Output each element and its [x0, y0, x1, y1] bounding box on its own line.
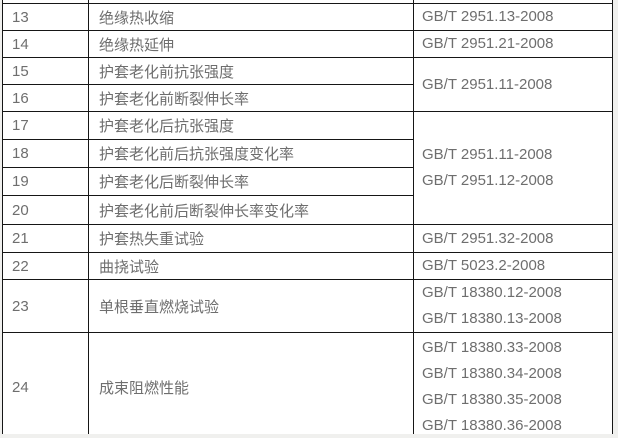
test-item: 护套老化后抗张强度	[88, 111, 414, 140]
standard-ref-merged-17-20: GB/T 2951.11-2008 GB/T 2951.12-2008	[413, 111, 613, 225]
row-number: 20	[2, 195, 89, 225]
standard-ref: GB/T 18380.33-2008 GB/T 18380.34-2008 GB…	[413, 332, 613, 434]
test-item: 护套热失重试验	[88, 224, 414, 253]
standard-line: GB/T 2951.21-2008	[422, 35, 554, 52]
standard-line: GB/T 18380.34-2008	[422, 365, 562, 383]
standard-ref: GB/T 2951.32-2008	[413, 224, 613, 253]
test-item: 曲挠试验	[88, 252, 414, 280]
standard-line: GB/T 18380.36-2008	[422, 417, 562, 434]
row-number: 16	[2, 84, 89, 112]
test-item: 绝缘热收缩	[88, 3, 414, 31]
test-item: 单根垂直燃烧试验	[88, 279, 414, 333]
table-row-13: 13 绝缘热收缩 GB/T 2951.13-2008	[2, 3, 613, 31]
table-row-17: 17 护套老化后抗张强度 GB/T 2951.11-2008 GB/T 2951…	[2, 111, 613, 225]
standards-table: 13 绝缘热收缩 GB/T 2951.13-2008 14 绝缘热延伸 GB/T…	[2, 0, 613, 434]
row-number: 21	[2, 224, 89, 253]
standard-line: GB/T 2951.11-2008	[422, 75, 553, 93]
row-number: 15	[2, 57, 89, 85]
standard-line: GB/T 2951.13-2008	[422, 8, 554, 25]
standard-ref: GB/T 2951.21-2008	[413, 30, 613, 58]
table-row-14: 14 绝缘热延伸 GB/T 2951.21-2008	[2, 30, 613, 58]
table-row-15: 15 护套老化前抗张强度 GB/T 2951.11-2008	[2, 57, 613, 112]
standard-line: GB/T 18380.12-2008	[422, 284, 562, 301]
row-number: 14	[2, 30, 89, 58]
standard-ref: GB/T 2951.13-2008	[413, 3, 613, 31]
test-item: 护套老化后断裂伸长率	[88, 167, 414, 196]
standard-line: GB/T 2951.12-2008	[422, 172, 554, 189]
standard-line: GB/T 2951.32-2008	[422, 229, 554, 247]
standard-ref-merged-15-16: GB/T 2951.11-2008	[413, 57, 613, 112]
test-item: 护套老化前断裂伸长率	[88, 84, 414, 112]
table-row-16: 16 护套老化前断裂伸长率	[2, 84, 613, 112]
standard-line: GB/T 2951.11-2008	[422, 146, 553, 163]
table-row-23: 23 单根垂直燃烧试验 GB/T 18380.12-2008 GB/T 1838…	[2, 279, 613, 333]
test-item: 成束阻燃性能	[88, 332, 414, 434]
test-item: 绝缘热延伸	[88, 30, 414, 58]
test-item: 护套老化前后抗张强度变化率	[88, 139, 414, 168]
standard-line: GB/T 18380.13-2008	[422, 310, 562, 327]
test-item: 护套老化前后断裂伸长率变化率	[88, 195, 414, 225]
row-number: 22	[2, 252, 89, 280]
standard-ref: GB/T 5023.2-2008	[413, 252, 613, 280]
standard-ref: GB/T 18380.12-2008 GB/T 18380.13-2008	[413, 279, 613, 333]
table-row-21: 21 护套热失重试验 GB/T 2951.32-2008	[2, 224, 613, 253]
standard-line: GB/T 18380.35-2008	[422, 391, 562, 409]
table-row-22: 22 曲挠试验 GB/T 5023.2-2008	[2, 252, 613, 280]
row-number: 18	[2, 139, 89, 168]
standard-line: GB/T 18380.33-2008	[422, 339, 562, 357]
row-number: 19	[2, 167, 89, 196]
row-number: 17	[2, 111, 89, 140]
test-item: 护套老化前抗张强度	[88, 57, 414, 85]
row-number: 23	[2, 279, 89, 333]
standard-line: GB/T 5023.2-2008	[422, 257, 546, 274]
row-number: 24	[2, 332, 89, 434]
table-row-24: 24 成束阻燃性能 GB/T 18380.33-2008 GB/T 18380.…	[2, 332, 613, 434]
row-number: 13	[2, 3, 89, 31]
